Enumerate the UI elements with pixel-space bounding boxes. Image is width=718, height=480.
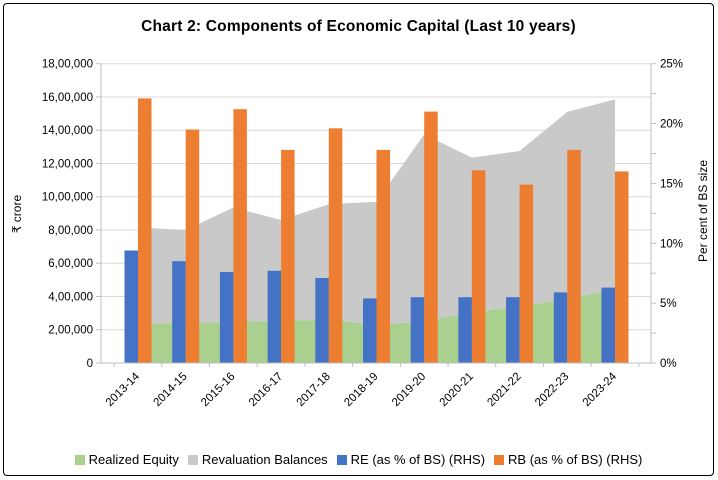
chart-title: Chart 2: Components of Economic Capital … <box>141 18 576 35</box>
bar-rb-pct-2014-15 <box>185 129 200 363</box>
left-axis-tick-label: 4,00,000 <box>48 291 93 303</box>
bar-re-pct-2014-15 <box>172 261 186 363</box>
legend-item-3: RB (as % of BS) (RHS) <box>494 452 642 467</box>
chart-legend: Realized Equity Revaluation Balances RE (a… <box>4 452 713 467</box>
bar-re-pct-2020-21 <box>458 297 472 363</box>
bar-re-pct-2013-14 <box>124 250 138 363</box>
right-axis-tick-label: 10% <box>660 238 683 250</box>
left-axis-tick-label: 6,00,000 <box>48 258 93 270</box>
bar-rb-pct-2015-16 <box>233 109 247 363</box>
bar-re-pct-2015-16 <box>219 272 234 363</box>
right-axis-tick-label: 15% <box>660 178 683 190</box>
legend-item-2: RE (as % of BS) (RHS) <box>336 452 486 467</box>
x-axis-tick-label: 2022-23 <box>533 371 571 409</box>
x-axis-tick-label: 2020-21 <box>438 371 476 409</box>
bar-re-pct-2022-23 <box>553 292 568 363</box>
left-axis-tick-label: 12,00,000 <box>42 158 93 170</box>
x-axis-tick-label: 2016-17 <box>247 371 285 409</box>
x-axis-tick-label: 2018-19 <box>342 371 380 409</box>
plot-area: 0 2,00,000 4,00,000 6,00,000 8,00,000 10,00,0… <box>42 59 683 409</box>
right-axis-tick-label: 25% <box>660 59 683 71</box>
right-axis-tick-label: 5% <box>660 298 677 310</box>
x-axis-tick-label: 2014-15 <box>151 371 189 409</box>
legend-label: Realized Equity <box>88 452 179 467</box>
legend-label: RE (as % of BS) (RHS) <box>350 452 486 467</box>
bar-rb-pct-2013-14 <box>138 98 152 364</box>
left-axis-tick-label: 0 <box>87 358 93 370</box>
x-axis-tick-label: 2015-16 <box>199 371 237 409</box>
left-axis-tick-label: 18,00,000 <box>42 59 93 71</box>
bar-rb-pct-2020-21 <box>471 170 486 363</box>
bar-rb-pct-2023-24 <box>615 171 629 363</box>
x-axis-tick-label: 2019-20 <box>390 371 428 409</box>
legend-item-0: Realized Equity <box>74 452 179 467</box>
x-axis-tick-label: 2013-14 <box>104 370 143 409</box>
left-axis-tick-label: 2,00,000 <box>48 325 93 337</box>
bar-rb-pct-2018-19 <box>376 149 390 363</box>
right-axis-tick-label: 0% <box>660 358 677 370</box>
bar-rb-pct-2016-17 <box>281 149 295 363</box>
legend-label: RB (as % of BS) (RHS) <box>508 452 643 467</box>
x-axis-tick-label: 2017-18 <box>295 371 333 409</box>
left-axis-tick-label: 10,00,000 <box>42 192 93 204</box>
legend-item-1: Revaluation Balances <box>187 452 328 467</box>
left-axis-tick-label: 16,00,000 <box>42 92 93 104</box>
bar-re-pct-2018-19 <box>363 298 377 363</box>
right-axis-tick-label: 20% <box>660 119 683 131</box>
bar-rb-pct-2021-22 <box>519 184 534 363</box>
legend-swatch-icon <box>336 454 347 465</box>
legend-swatch-icon <box>187 454 198 465</box>
legend-swatch-icon <box>494 454 505 465</box>
bar-re-pct-2023-24 <box>601 287 615 363</box>
x-axis-tick-label: 2023-24 <box>581 370 620 409</box>
bar-re-pct-2021-22 <box>506 297 520 363</box>
left-axis-tick-label: 8,00,000 <box>48 225 93 237</box>
legend-swatch-icon <box>74 454 85 465</box>
bar-rb-pct-2019-20 <box>424 111 438 363</box>
bar-re-pct-2019-20 <box>410 297 425 363</box>
bar-re-pct-2016-17 <box>267 270 282 363</box>
bar-rb-pct-2017-18 <box>328 128 343 363</box>
x-axis-tick-label: 2021-22 <box>485 371 523 409</box>
chart-figure: Chart 2: Components of Economic Capital … <box>3 3 714 476</box>
legend-label: Revaluation Balances <box>201 452 328 467</box>
bar-rb-pct-2022-23 <box>567 149 581 363</box>
bar-re-pct-2017-18 <box>315 278 329 363</box>
left-axis-tick-label: 14,00,000 <box>42 125 93 137</box>
